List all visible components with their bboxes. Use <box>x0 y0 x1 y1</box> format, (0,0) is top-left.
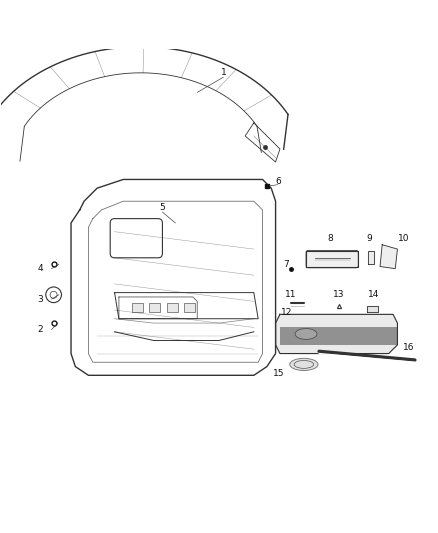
Polygon shape <box>367 305 378 312</box>
Polygon shape <box>276 314 397 353</box>
FancyBboxPatch shape <box>306 251 358 268</box>
Text: 11: 11 <box>285 290 297 300</box>
Text: 8: 8 <box>327 233 333 243</box>
Text: 12: 12 <box>281 308 292 317</box>
Ellipse shape <box>290 358 318 370</box>
Circle shape <box>46 287 61 303</box>
Text: 14: 14 <box>368 290 379 300</box>
Bar <box>280 327 397 345</box>
Text: 9: 9 <box>366 233 372 243</box>
Text: 7: 7 <box>283 260 290 269</box>
Text: 2: 2 <box>38 325 43 334</box>
Text: 10: 10 <box>398 233 410 243</box>
Polygon shape <box>380 245 397 269</box>
Text: 4: 4 <box>38 264 43 273</box>
Bar <box>167 303 178 312</box>
Bar <box>149 303 160 312</box>
Polygon shape <box>368 251 374 264</box>
Text: 3: 3 <box>38 295 43 304</box>
Text: 15: 15 <box>273 369 285 377</box>
Text: 16: 16 <box>403 343 414 352</box>
Ellipse shape <box>295 328 317 340</box>
Text: 1: 1 <box>220 68 226 77</box>
Text: 13: 13 <box>333 290 344 300</box>
Text: 6: 6 <box>275 177 281 186</box>
Text: 5: 5 <box>159 203 165 212</box>
Bar <box>184 303 195 312</box>
Bar <box>132 303 143 312</box>
